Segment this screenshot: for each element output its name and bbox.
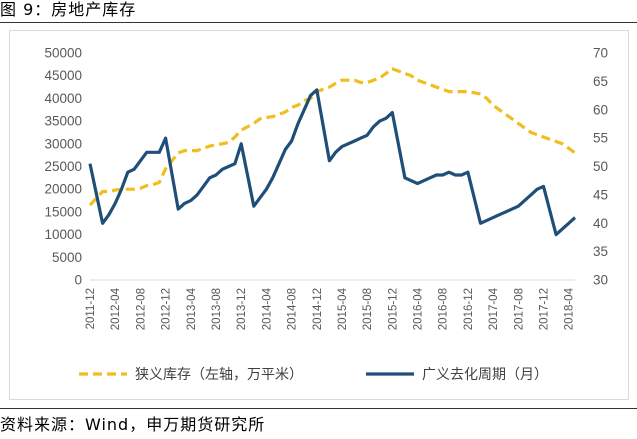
left-axis-tick-label: 50000 — [44, 46, 82, 61]
left-axis-tick-label: 40000 — [44, 91, 82, 106]
chart-svg: 0 5000 10000 15000 20000 25000 30000 35000 40000… — [9, 30, 629, 400]
x-axis-tick-label: 2015-08 — [362, 288, 374, 330]
right-axis-tick-label: 60 — [593, 102, 608, 117]
chart-area: 0 5000 10000 15000 20000 25000 30000 35000 40000… — [9, 30, 629, 400]
x-axis-tick-label: 2016-08 — [438, 288, 450, 330]
figure-title: 图 9：房地产库存 — [0, 0, 137, 19]
x-axis-tick-label: 2014-12 — [312, 288, 324, 330]
x-axis-tick-label: 2015-04 — [337, 287, 349, 330]
right-axis-tick-label: 65 — [593, 74, 608, 89]
x-axis-tick-label: 2016-12 — [463, 288, 475, 330]
right-axis-tick-label: 45 — [593, 187, 608, 202]
series-line-inventory — [88, 67, 576, 207]
right-axis-tick-label: 50 — [593, 159, 608, 174]
right-axis-tick-label: 70 — [593, 46, 608, 61]
x-axis-tick-label: 2014-08 — [287, 288, 299, 330]
series-group — [88, 67, 577, 237]
left-axis-tick-label: 0 — [74, 273, 82, 288]
x-axis-tick-label: 2012-04 — [110, 287, 122, 330]
left-axis-tick-label: 20000 — [44, 182, 82, 197]
left-axis-tick-label: 25000 — [44, 159, 82, 174]
right-axis-tick-label: 30 — [593, 273, 608, 288]
x-axis-tick-label: 2017-04 — [488, 287, 500, 330]
right-axis-tick-label: 40 — [593, 216, 608, 231]
x-axis-tick-label: 2016-04 — [413, 287, 425, 330]
axes-group: 0 5000 10000 15000 20000 25000 30000 35000 40000… — [44, 46, 608, 331]
left-axis-tick-label: 45000 — [44, 68, 82, 83]
x-axis-tick-label: 2015-12 — [387, 288, 399, 330]
left-axis-tick-label: 5000 — [52, 250, 82, 265]
right-axis-tick-label: 55 — [593, 131, 608, 146]
x-axis-tick-label: 2014-04 — [261, 287, 273, 330]
legend-label-destocking-cycle: 广义去化周期（月） — [422, 366, 548, 382]
x-axis-tick-label: 2017-12 — [539, 288, 551, 330]
x-axis-tick-label: 2013-08 — [211, 288, 223, 330]
top-rule — [0, 22, 637, 23]
left-axis-tick-label: 30000 — [44, 136, 82, 151]
series-line-destocking-cycle — [88, 88, 577, 237]
x-axis-tick-label: 2013-04 — [186, 287, 198, 330]
left-axis-tick-label: 10000 — [44, 227, 82, 242]
x-axis-tick-label: 2018-04 — [564, 287, 576, 330]
legend: 狭义库存（左轴，万平米） 广义去化周期（月） — [79, 366, 548, 382]
legend-label-inventory: 狭义库存（左轴，万平米） — [135, 366, 303, 382]
x-axis-tick-label: 2011-12 — [85, 288, 97, 329]
x-axis-tick-label: 2012-08 — [135, 288, 147, 330]
right-axis-tick-label: 35 — [593, 244, 608, 259]
left-axis-tick-label: 35000 — [44, 114, 82, 129]
bottom-rule — [0, 408, 637, 409]
source-note: 资料来源：Wind，申万期货研究所 — [0, 415, 266, 434]
x-axis-tick-label: 2012-12 — [161, 288, 173, 330]
x-axis-tick-label: 2013-12 — [236, 288, 248, 330]
x-axis-tick-label: 2017-08 — [513, 288, 525, 330]
left-axis-tick-label: 15000 — [44, 204, 82, 219]
